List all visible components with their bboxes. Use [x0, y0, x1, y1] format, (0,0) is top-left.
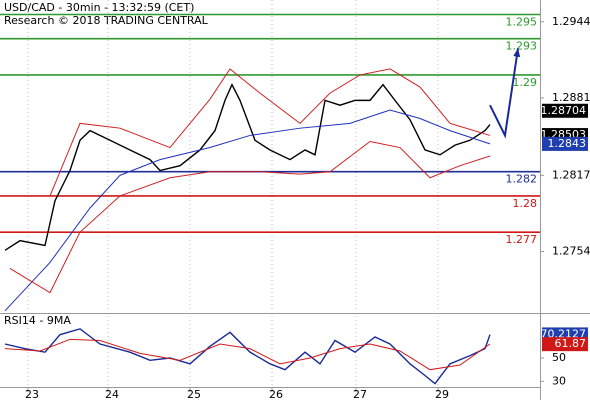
series-line [9, 140, 491, 294]
price-tag [542, 136, 588, 151]
series-line [49, 68, 491, 197]
price-tag [542, 103, 588, 118]
series-line [4, 83, 491, 251]
x-tick-label: 27 [353, 388, 367, 400]
series-line [4, 328, 491, 385]
y-tick-label: 30 [552, 374, 566, 387]
arrow-head [513, 48, 521, 58]
x-tick-label: 29 [435, 388, 449, 400]
level-label: 1.277 [506, 233, 538, 246]
y-tick-label: 1.2944 [552, 15, 590, 28]
price-tag-label: 61.87 [555, 337, 587, 350]
price-tag-label: 1.28704 [541, 104, 587, 117]
y-tick-label: 50 [552, 351, 566, 364]
x-tick-label: 23 [25, 388, 39, 400]
x-tick-label: 24 [105, 388, 119, 400]
y-tick-label: 1.2754 [552, 245, 590, 258]
series-line [4, 109, 491, 312]
level-label: 1.282 [506, 173, 538, 186]
level-label: 1.293 [506, 40, 538, 53]
price-tag [542, 337, 588, 352]
y-tick-label: 1.2817 [552, 168, 590, 181]
level-label: 1.28 [513, 197, 538, 210]
chart-subtitle: Research © 2018 TRADING CENTRAL [4, 14, 209, 27]
forecast-arrow [489, 48, 519, 139]
chart-title: USD/CAD - 30min - 13:32:59 (CET) [4, 1, 194, 14]
y-tick-label: 1.2881 [552, 91, 590, 104]
x-tick-label: 25 [187, 388, 201, 400]
rsi-title: RSI14 - 9MA [4, 314, 71, 327]
level-label: 1.295 [506, 16, 538, 29]
price-tag-label: 1.2843 [548, 137, 587, 150]
x-tick-label: 26 [269, 388, 283, 400]
series-line [4, 338, 491, 371]
level-label: 1.29 [513, 76, 538, 89]
